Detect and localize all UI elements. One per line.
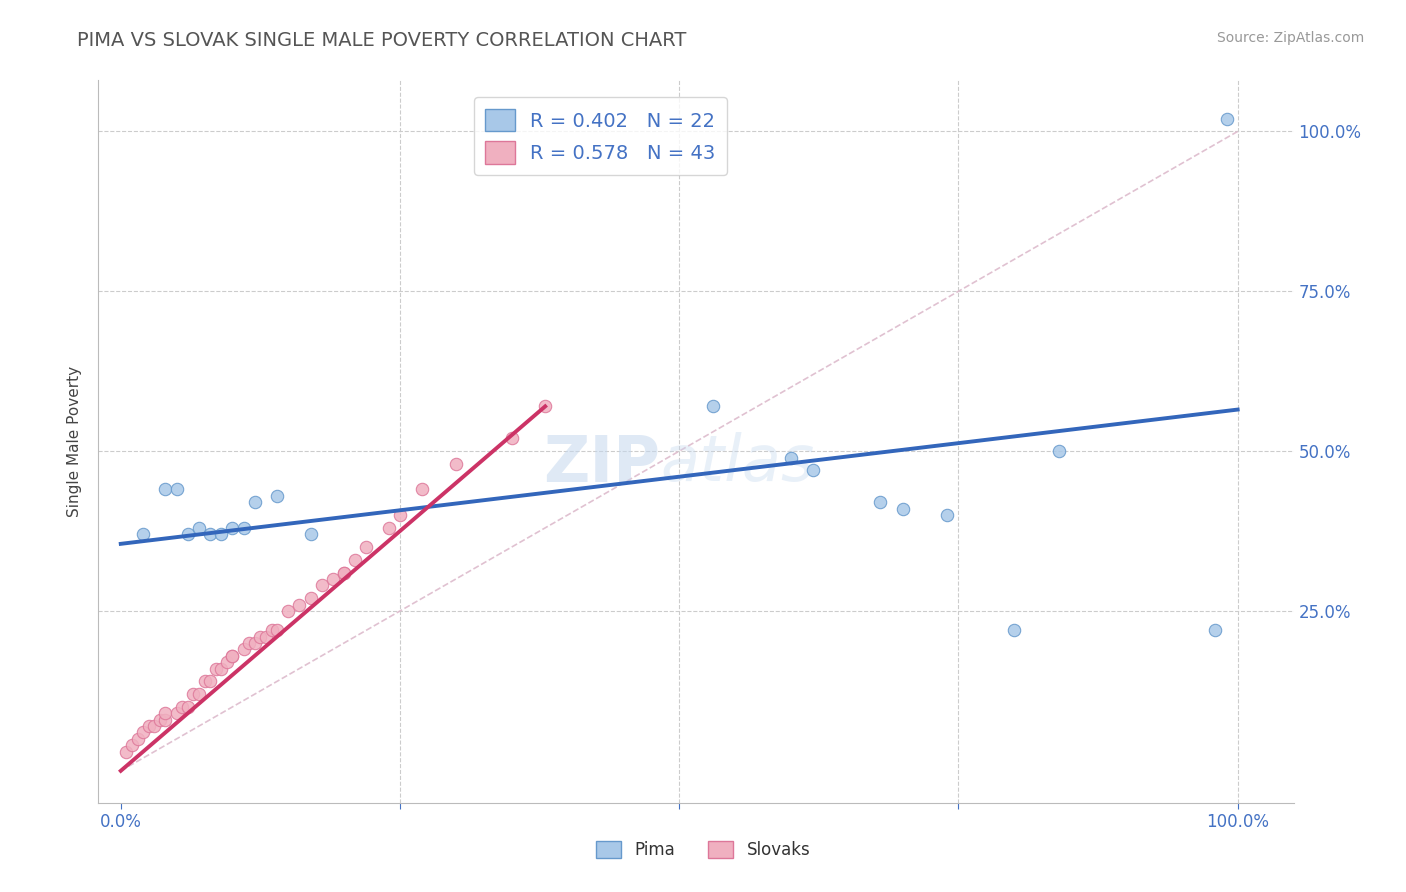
Point [198,674,221,689]
Point [198,527,221,541]
Point [155,706,177,721]
Point [243,636,266,650]
Point [127,731,149,746]
Point [356,540,378,554]
Point [299,591,322,606]
Point [238,636,260,650]
Point [149,713,172,727]
Point [209,527,232,541]
Point [243,495,266,509]
Text: atlas: atlas [661,433,814,494]
Point [177,699,200,714]
Point [121,738,143,752]
Point [183,687,205,701]
Point [166,706,188,721]
Point [221,648,243,663]
Point [215,655,238,669]
Point [254,630,277,644]
Point [232,521,254,535]
Point [702,400,724,414]
Point [1215,112,1237,126]
Point [1204,623,1226,637]
Point [891,501,914,516]
Point [299,527,322,541]
Point [155,713,177,727]
Point [115,745,138,759]
Point [378,521,401,535]
Point [221,521,243,535]
Point [1047,444,1070,458]
Point [501,431,523,445]
Point [209,661,232,675]
Point [193,674,215,689]
Point [132,527,155,541]
Legend: R = 0.402   N = 22, R = 0.578   N = 43: R = 0.402 N = 22, R = 0.578 N = 43 [474,97,727,175]
Point [260,623,283,637]
Text: ZIP: ZIP [543,433,661,494]
Point [177,527,200,541]
Point [344,553,367,567]
Point [444,457,467,471]
Point [204,661,226,675]
Point [166,483,188,497]
Point [172,699,194,714]
Point [1002,623,1025,637]
Point [132,725,155,739]
Legend: Pima, Slovaks: Pima, Slovaks [589,834,817,866]
Text: Source: ZipAtlas.com: Source: ZipAtlas.com [1216,31,1364,45]
Point [869,495,891,509]
Point [322,572,344,586]
Point [780,450,803,465]
Point [333,566,356,580]
Point [187,687,209,701]
Point [138,719,160,733]
Point [155,483,177,497]
Point [249,630,271,644]
Point [411,483,433,497]
Point [232,642,254,657]
Point [143,719,166,733]
Point [221,648,243,663]
Point [277,604,299,618]
Point [266,489,288,503]
Point [311,578,333,592]
Point [388,508,411,522]
Point [187,521,209,535]
Point [288,598,311,612]
Y-axis label: Single Male Poverty: Single Male Poverty [67,366,83,517]
Text: PIMA VS SLOVAK SINGLE MALE POVERTY CORRELATION CHART: PIMA VS SLOVAK SINGLE MALE POVERTY CORRE… [77,31,686,50]
Point [801,463,824,477]
Point [266,623,288,637]
Point [936,508,959,522]
Point [534,400,557,414]
Point [333,566,356,580]
